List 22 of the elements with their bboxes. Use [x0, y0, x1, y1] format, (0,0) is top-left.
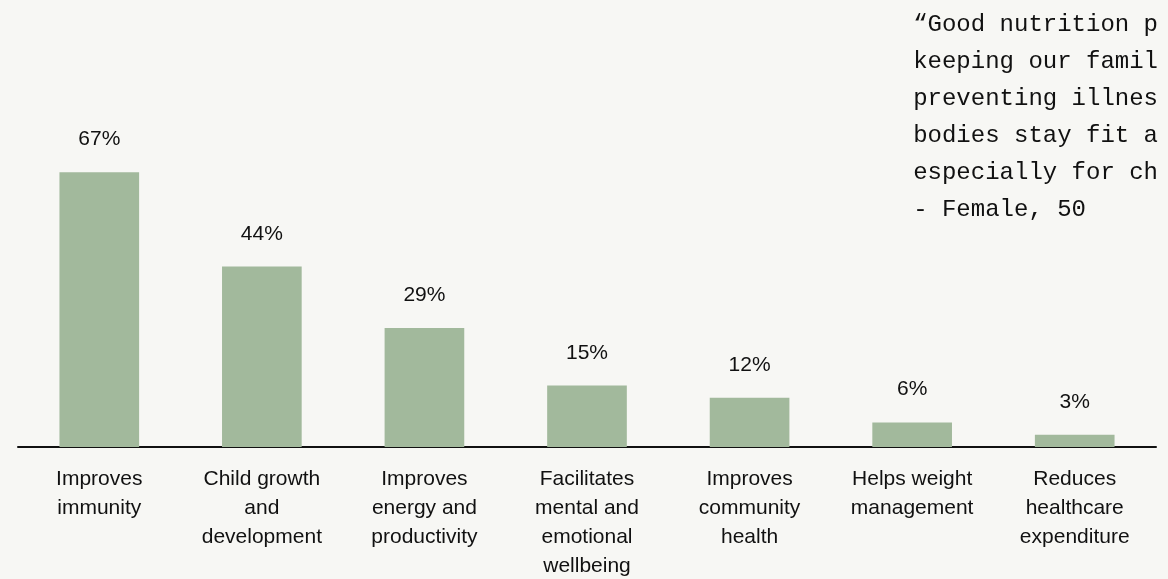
x-tick-label: Facilitates mental and emotional wellbeing: [535, 466, 639, 576]
x-tick-label: Reduces healthcare expenditure: [1019, 466, 1130, 547]
annotation: “Good nutrition p keeping our famil preventing illnes bodies stay fit a especially for ch - Female, 50: [913, 11, 1158, 223]
x-tick-label: Improves community health: [698, 466, 801, 547]
bar: [59, 172, 140, 447]
bar: [1034, 434, 1115, 447]
data-label: 29%: [403, 282, 446, 306]
data-label: 44%: [240, 220, 283, 244]
data-label: 15%: [565, 339, 609, 363]
bar: [384, 328, 465, 447]
x-tick-label: Improves energy and productivity: [371, 466, 479, 547]
data-label: 67%: [78, 126, 121, 150]
bar: [222, 266, 302, 447]
x-tick-label: Improves immunity: [56, 466, 143, 518]
x-tick-label: Child growth and development: [201, 466, 323, 547]
bar: [709, 397, 790, 447]
bar: [872, 422, 952, 447]
data-label: 12%: [728, 351, 771, 375]
x-tick-label: Helps weight management: [850, 466, 974, 518]
data-label: 3%: [1059, 388, 1090, 412]
bar: [547, 385, 627, 447]
data-label: 6%: [896, 376, 928, 400]
